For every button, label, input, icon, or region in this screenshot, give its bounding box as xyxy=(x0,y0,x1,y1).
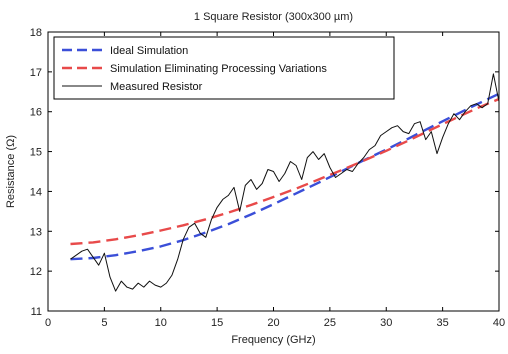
x-tick-label: 0 xyxy=(45,317,51,329)
legend: Ideal Simulation Simulation Eliminating P… xyxy=(53,36,395,100)
y-axis-label: Resistance (Ω) xyxy=(5,135,17,208)
series-layer xyxy=(70,73,500,292)
chart-title: 1 Square Resistor (300x300 µm) xyxy=(194,11,353,23)
y-tick-label: 12 xyxy=(30,266,42,278)
x-tick-label: 15 xyxy=(211,317,223,329)
x-tick-label: 40 xyxy=(493,317,505,329)
legend-label-1: Ideal Simulation xyxy=(110,45,188,57)
y-tick-label: 18 xyxy=(30,27,42,39)
legend-box xyxy=(53,36,395,100)
y-tick-label: 11 xyxy=(31,306,42,318)
x-tick-label: 10 xyxy=(155,317,167,329)
x-axis-label: Frequency (GHz) xyxy=(231,334,315,346)
x-tick-label: 5 xyxy=(101,317,107,329)
y-tick-label: 14 xyxy=(30,186,42,198)
y-tick-label: 17 xyxy=(30,67,42,79)
legend-label-2: Simulation Eliminating Processing Variat… xyxy=(110,63,327,75)
y-tick-label: 15 xyxy=(30,147,42,159)
x-tick-label: 35 xyxy=(437,317,449,329)
axis-ticks: 0 5 10 15 20 25 30 35 40 11 12 13 14 15 16 17 18 xyxy=(30,27,505,329)
x-tick-label: 25 xyxy=(324,317,336,329)
series-line-2 xyxy=(70,97,500,246)
series-line-3 xyxy=(70,73,500,292)
legend-label-3: Measured Resistor xyxy=(110,81,203,93)
series-line-1 xyxy=(70,92,500,261)
x-tick-label: 20 xyxy=(267,317,279,329)
x-tick-label: 30 xyxy=(380,317,392,329)
y-tick-label: 13 xyxy=(30,226,42,238)
y-tick-label: 16 xyxy=(30,107,42,119)
